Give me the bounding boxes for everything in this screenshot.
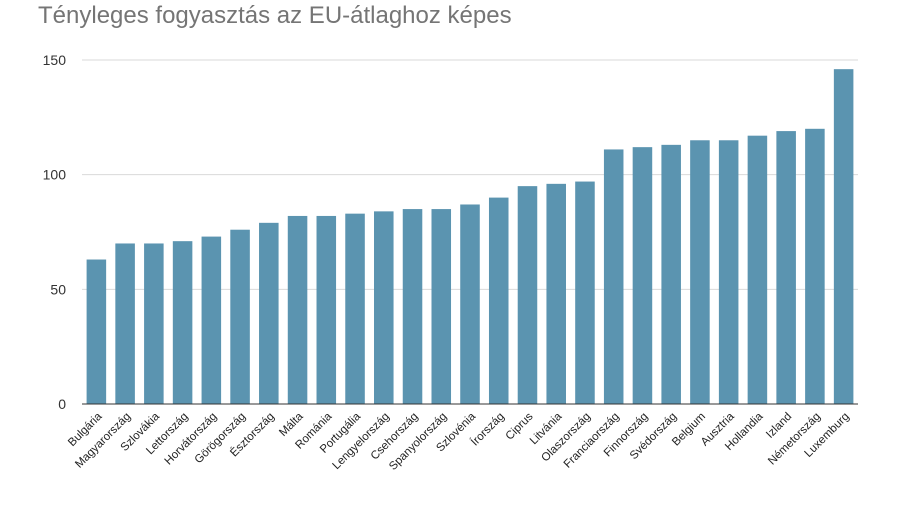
bar bbox=[747, 135, 768, 404]
y-tick-label: 150 bbox=[43, 52, 67, 68]
bar bbox=[460, 204, 480, 404]
y-axis-ticks: 0 50 100 150 bbox=[43, 52, 67, 412]
bar bbox=[546, 183, 566, 404]
bar bbox=[661, 144, 681, 404]
bar bbox=[402, 209, 423, 404]
bars bbox=[86, 69, 854, 405]
bar bbox=[718, 140, 739, 404]
bar bbox=[690, 140, 710, 404]
bar bbox=[805, 128, 825, 405]
bar bbox=[172, 241, 193, 404]
bar bbox=[115, 243, 135, 404]
y-tick-label: 100 bbox=[43, 167, 67, 183]
bar bbox=[632, 147, 653, 404]
bar bbox=[201, 236, 222, 404]
bar bbox=[86, 259, 107, 404]
x-axis-labels: BulgáriaMagyarországSzlovákiaLettországH… bbox=[66, 410, 852, 473]
bar bbox=[230, 229, 250, 404]
bar bbox=[374, 211, 394, 404]
y-tick-label: 50 bbox=[50, 281, 66, 297]
bar bbox=[431, 209, 452, 404]
bar bbox=[776, 131, 796, 404]
chart-title: Tényleges fogyasztás az EU-átlaghoz képe… bbox=[38, 2, 512, 29]
bar bbox=[345, 213, 365, 404]
bar bbox=[603, 149, 624, 404]
bar bbox=[488, 197, 509, 404]
y-tick-label: 0 bbox=[58, 396, 66, 412]
bar bbox=[575, 181, 595, 404]
bar bbox=[316, 215, 337, 404]
bar bbox=[259, 222, 279, 404]
bar bbox=[517, 186, 538, 404]
bar bbox=[833, 69, 854, 405]
bar bbox=[144, 243, 164, 404]
bar bbox=[287, 215, 308, 404]
